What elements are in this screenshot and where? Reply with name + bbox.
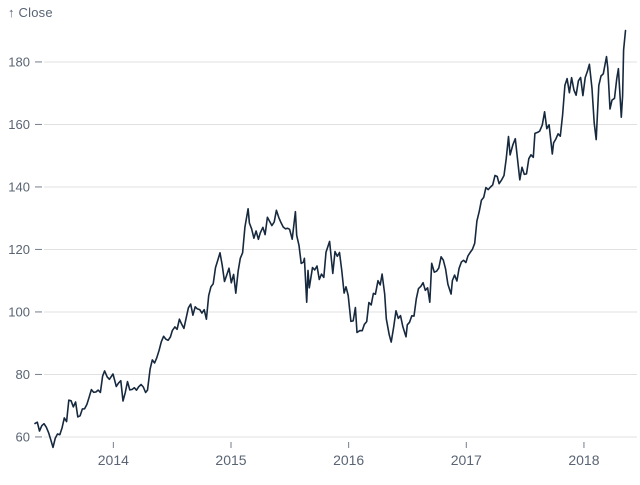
close-price-line bbox=[34, 29, 627, 449]
x-tick-label: 2014 bbox=[98, 452, 129, 468]
x-tick-label: 2017 bbox=[451, 452, 482, 468]
y-tick-label: 180 bbox=[8, 54, 30, 69]
y-axis-title: ↑ Close bbox=[8, 5, 53, 20]
y-tick-label: 160 bbox=[8, 117, 30, 132]
x-tick-label: 2016 bbox=[333, 452, 364, 468]
y-tick-label: 80 bbox=[16, 367, 30, 382]
x-tick-label: 2018 bbox=[568, 452, 599, 468]
x-tick-label: 2015 bbox=[215, 452, 246, 468]
y-tick-label: 120 bbox=[8, 242, 30, 257]
y-tick-label: 140 bbox=[8, 179, 30, 194]
y-tick-label: 100 bbox=[8, 304, 30, 319]
y-tick-label: 60 bbox=[16, 429, 30, 444]
